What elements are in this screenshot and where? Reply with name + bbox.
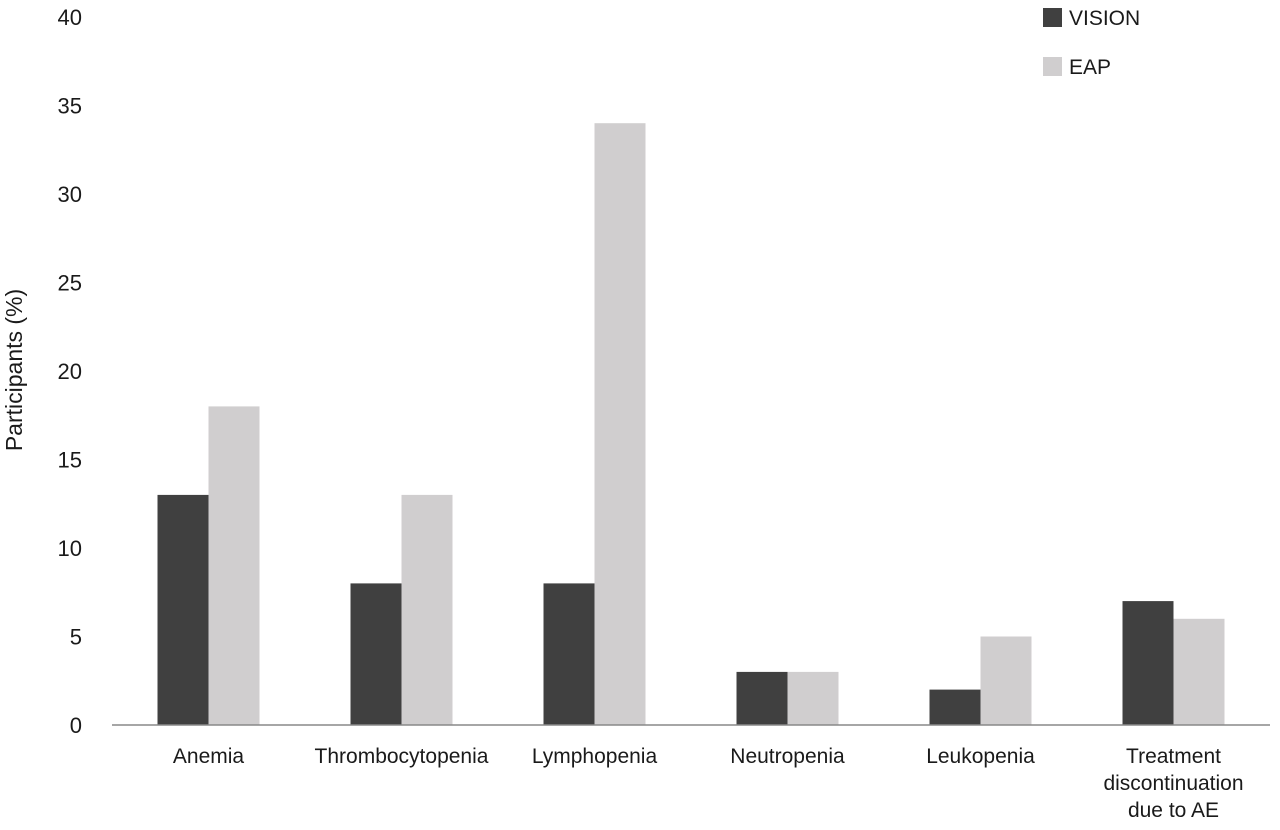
x-tick-label-line: due to AE [1128, 799, 1219, 822]
bar-eap-3 [787, 671, 839, 725]
legend-label-eap: EAP [1069, 56, 1111, 79]
y-tick-label: 40 [58, 5, 82, 30]
legend: VISION EAP [1043, 7, 1140, 79]
y-tick-label: 5 [70, 625, 82, 650]
bar-vision-3 [736, 671, 788, 725]
bar-eap-2 [594, 123, 646, 725]
bar-vision-1 [350, 583, 402, 725]
bars [157, 123, 1225, 725]
y-tick-label: 35 [58, 94, 82, 119]
y-tick-label: 10 [58, 536, 82, 561]
x-tick-label-line: Treatment [1126, 745, 1221, 768]
y-tick-label: 0 [70, 713, 82, 738]
y-tick-label: 15 [58, 448, 82, 473]
y-axis-label: Participants (%) [1, 289, 27, 451]
x-tick-label: Leukopenia [926, 745, 1035, 768]
x-tick-label-line: Leukopenia [926, 745, 1035, 768]
bar-eap-5 [1173, 618, 1225, 725]
x-tick-label-line: Anemia [173, 745, 245, 768]
x-tick-label-line: Thrombocytopenia [315, 745, 489, 768]
legend-swatch-eap [1043, 57, 1062, 76]
x-tick-label-line: discontinuation [1103, 772, 1243, 795]
bar-vision-0 [157, 494, 209, 725]
legend-label-vision: VISION [1069, 7, 1140, 30]
y-tick-label: 30 [58, 182, 82, 207]
bar-vision-4 [929, 689, 981, 725]
bar-eap-0 [208, 406, 260, 725]
x-tick-label-line: Lymphopenia [532, 745, 658, 768]
bar-eap-4 [980, 636, 1032, 725]
x-tick-label: Lymphopenia [532, 745, 658, 768]
x-tick-label: Neutropenia [730, 745, 845, 768]
y-axis-ticks: 0 5 10 15 20 25 30 35 40 [58, 5, 82, 738]
y-tick-label: 20 [58, 359, 82, 384]
bar-vision-2 [543, 583, 595, 725]
x-tick-label: Thrombocytopenia [315, 745, 489, 768]
bar-eap-1 [401, 494, 453, 725]
legend-swatch-vision [1043, 8, 1062, 27]
x-tick-label-line: Neutropenia [730, 745, 845, 768]
bar-vision-5 [1122, 601, 1174, 725]
x-tick-label: Treatment discontinuation due to AE [1103, 745, 1243, 822]
y-tick-label: 25 [58, 271, 82, 296]
x-axis-labels: Anemia Thrombocytopenia Lymphopenia Neutrop… [173, 745, 1244, 822]
x-tick-label: Anemia [173, 745, 245, 768]
